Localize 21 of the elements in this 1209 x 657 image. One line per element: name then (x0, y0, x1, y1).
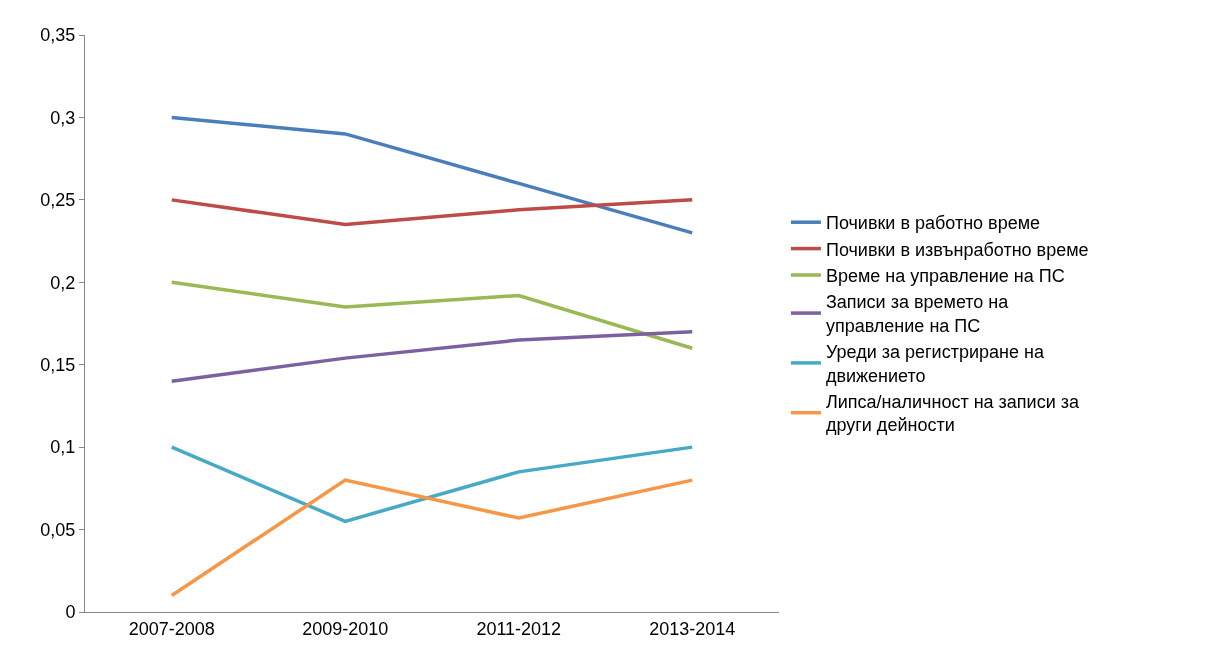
legend-label: Почивки в работно време (825, 213, 1041, 234)
y-tick-label: 0,25 (40, 190, 76, 211)
y-tick-label: 0,35 (40, 25, 76, 46)
y-tick-label: 0,15 (40, 355, 76, 376)
x-tick-label: 2007-2008 (128, 618, 215, 639)
y-tick-label: 0,1 (50, 437, 76, 458)
line-series (170, 329, 694, 383)
line-series (170, 115, 694, 235)
line-series (170, 280, 694, 350)
legend-label: Време на управление на ПС (825, 266, 1065, 287)
legend-label: Почивки в извънработно време (825, 239, 1089, 260)
x-tick-label: 2011-2012 (476, 618, 562, 639)
x-tick-label: 2013-2014 (649, 618, 736, 639)
x-tick-label: 2009-2010 (302, 618, 389, 639)
y-tick-label: 0,2 (50, 272, 76, 293)
legend-label: Записи за времето на управление на ПС (825, 292, 1010, 336)
legend-label: Липса/наличност на записи за други дейности (825, 392, 1080, 436)
legend-label: Уреди за регистриране на движението (825, 342, 1045, 386)
y-tick-label: 0,3 (50, 107, 76, 128)
y-tick-label: 0 (65, 602, 76, 623)
y-tick-label: 0,05 (40, 519, 76, 540)
